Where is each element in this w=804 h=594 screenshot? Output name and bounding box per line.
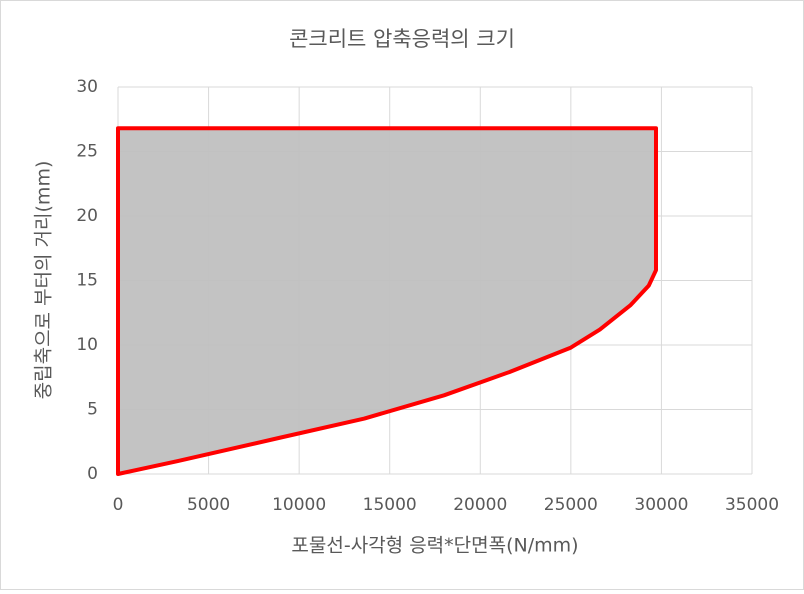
x-tick-label: 30000 bbox=[634, 495, 688, 515]
x-axis-label: 포물선-사각형 응력*단면폭(N/mm) bbox=[291, 535, 578, 557]
y-tick-label: 5 bbox=[87, 400, 98, 420]
stress-area bbox=[116, 126, 658, 476]
x-tick-label: 15000 bbox=[363, 495, 417, 515]
chart-title: 콘크리트 압축응력의 크기 bbox=[289, 27, 515, 51]
y-tick-label: 20 bbox=[76, 206, 98, 226]
y-tick-label: 15 bbox=[76, 271, 98, 291]
x-tick-label: 10000 bbox=[272, 495, 326, 515]
x-tick-label: 35000 bbox=[725, 495, 779, 515]
x-tick-label: 25000 bbox=[544, 495, 598, 515]
y-tick-label: 30 bbox=[76, 77, 98, 97]
y-tick-label: 25 bbox=[76, 142, 98, 162]
y-tick-label: 10 bbox=[76, 335, 98, 355]
x-tick-label: 0 bbox=[113, 495, 124, 515]
y-tick-label: 0 bbox=[87, 464, 98, 484]
x-tick-label: 20000 bbox=[453, 495, 507, 515]
x-tick-label: 5000 bbox=[187, 495, 230, 515]
y-axis-label: 중립축으로 부터의 거리(mm) bbox=[33, 161, 55, 400]
